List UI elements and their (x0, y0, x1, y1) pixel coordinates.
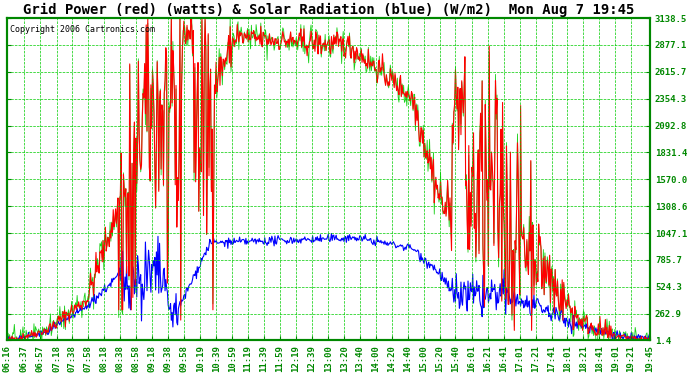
Title: Grid Power (red) (watts) & Solar Radiation (blue) (W/m2)  Mon Aug 7 19:45: Grid Power (red) (watts) & Solar Radiati… (23, 3, 634, 17)
Text: Copyright 2006 Cartronics.com: Copyright 2006 Cartronics.com (10, 24, 155, 33)
